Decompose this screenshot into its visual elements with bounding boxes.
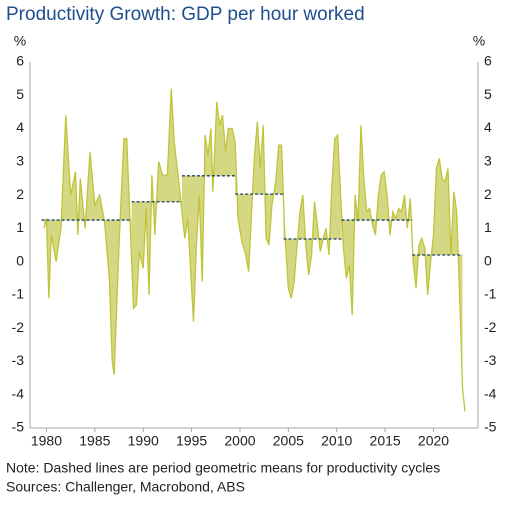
y2-unit: %: [473, 33, 485, 49]
y2-tick-label: 0: [484, 252, 492, 268]
y-tick-label: -2: [12, 319, 25, 335]
fill-area: [412, 158, 463, 389]
data-line: [43, 88, 466, 412]
fill-area: [283, 135, 342, 299]
y2-tick-label: -3: [484, 352, 497, 368]
y-tick-label: 6: [16, 53, 24, 69]
y-tick-label: 2: [16, 186, 24, 202]
fill-area: [44, 115, 132, 375]
y2-tick-label: -5: [484, 419, 497, 435]
y-tick-label: -3: [12, 352, 25, 368]
x-tick-label: 1985: [79, 433, 110, 449]
note: Note: Dashed lines are period geometric …: [6, 460, 440, 476]
y-tick-label: 4: [16, 119, 24, 135]
y-tick-label: -4: [12, 385, 25, 401]
y2-tick-label: -2: [484, 319, 497, 335]
y-tick-label: 0: [16, 252, 24, 268]
y2-tick-label: 5: [484, 86, 492, 102]
y-tick-label: 5: [16, 86, 24, 102]
y2-tick-label: 6: [484, 53, 492, 69]
x-tick-label: 2000: [224, 433, 255, 449]
source: Sources: Challenger, Macrobond, ABS: [6, 479, 245, 495]
chart-title: Productivity Growth: GDP per hour worked: [6, 4, 365, 25]
y-unit: %: [14, 33, 26, 49]
y-tick-label: 1: [16, 219, 24, 235]
x-tick-label: 2005: [273, 433, 304, 449]
y2-tick-label: -4: [484, 385, 497, 401]
x-tick-label: 1980: [31, 433, 62, 449]
x-tick-label: 1990: [128, 433, 159, 449]
x-tick-label: 2010: [321, 433, 352, 449]
x-tick-label: 1995: [176, 433, 207, 449]
y-tick-label: -5: [12, 419, 25, 435]
y2-tick-label: -1: [484, 286, 497, 302]
fill-area: [235, 121, 284, 272]
y-tick-label: -1: [12, 286, 25, 302]
y-tick-label: 3: [16, 153, 24, 169]
y2-tick-label: 2: [484, 186, 492, 202]
y2-tick-label: 3: [484, 153, 492, 169]
x-tick-label: 2020: [418, 433, 449, 449]
y2-tick-label: 1: [484, 219, 492, 235]
y2-tick-label: 4: [484, 119, 492, 135]
x-tick-label: 2015: [370, 433, 401, 449]
